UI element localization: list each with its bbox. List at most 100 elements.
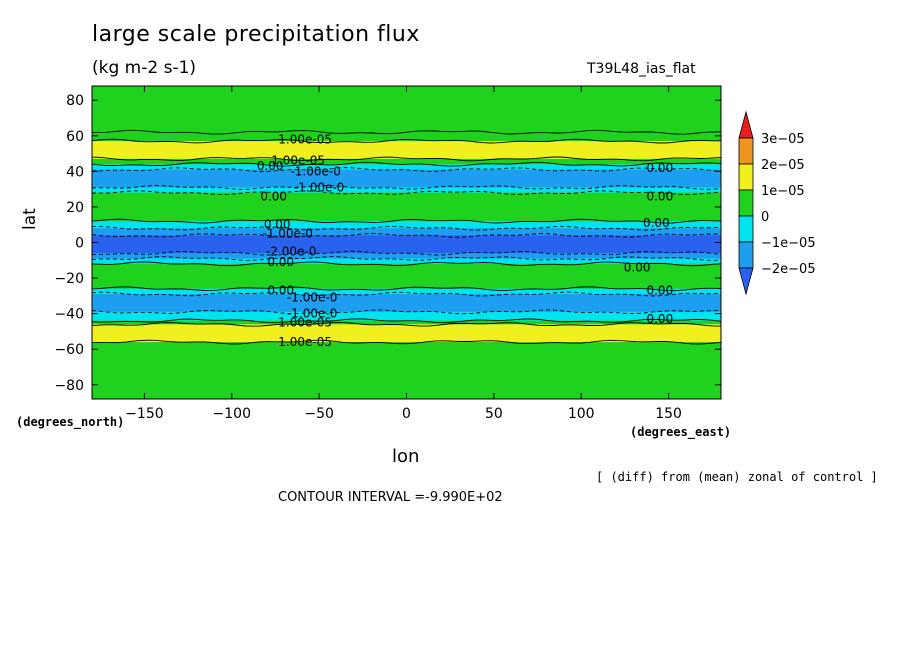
x-tick-label-0: −150 (125, 406, 163, 422)
color-band-4 (92, 164, 721, 171)
contour-line-10 (92, 250, 721, 256)
color-band-6 (92, 187, 721, 194)
y-axis-label: lat (20, 208, 40, 230)
x-tick-label-6: 150 (655, 406, 682, 422)
color-band-16 (92, 311, 721, 322)
color-band-17 (92, 320, 721, 325)
colorbar-label-5: −2e−05 (761, 262, 816, 277)
contour-label-16: 0.00 (646, 189, 673, 203)
colorbar-segment-4 (738, 241, 754, 269)
y-tick-label-5: −20 (54, 271, 84, 287)
x-tick-label-2: −50 (304, 406, 334, 422)
contour-label-18: 0.00 (624, 260, 651, 274)
contour-line-16 (92, 318, 721, 324)
contour-lines (92, 129, 721, 345)
contour-label-4: -1.00e-0 (294, 180, 344, 194)
contour-line-13 (92, 286, 721, 292)
contour-label-15: 0.00 (646, 161, 673, 175)
contour-line-5 (92, 185, 721, 190)
y-tick-label-3: 20 (66, 200, 84, 216)
color-band-18 (92, 324, 721, 343)
x-tick-label-1: −100 (213, 406, 251, 422)
contour-label-2: 0.00 (257, 159, 284, 173)
contour-label-8: -2.00e-0 (266, 244, 316, 258)
contour-label-17: 0.00 (643, 216, 670, 230)
contour-line-11 (92, 256, 721, 261)
color-band-9 (92, 228, 721, 236)
contour-line-4 (92, 167, 721, 172)
contour-line-17 (92, 321, 721, 327)
contour-line-15 (92, 309, 721, 315)
y-axis-ticks: 80 60 40 20 0 −20 −40 −60 −80 (54, 93, 721, 394)
contour-label-7: -1.00e-0 (262, 227, 312, 241)
x-axis-units: (degrees_east) (630, 425, 732, 439)
chart-units: (kg m-2 s-1) (92, 58, 197, 78)
colorbar-label-1: 2e−05 (761, 158, 805, 173)
colorbar-label-3: 0 (761, 210, 769, 225)
colorbar-label-0: 3e−05 (761, 132, 805, 147)
contour-label-1: 1.00e-05 (271, 154, 325, 168)
contour-line-2 (92, 156, 721, 162)
color-band-15 (92, 294, 721, 313)
colorbar-segment-2 (738, 189, 754, 217)
x-tick-label-3: 0 (402, 406, 411, 422)
y-tick-label-0: 80 (66, 93, 84, 109)
y-axis-units: (degrees_north) (16, 415, 125, 429)
color-band-2 (92, 141, 721, 160)
contour-label-14: 1.00e-05 (278, 335, 332, 349)
contour-line-3 (92, 161, 721, 167)
contour-line-9 (92, 233, 721, 238)
color-band-11 (92, 253, 721, 260)
color-band-13 (92, 263, 721, 290)
colorbar-bottom-arrow (738, 267, 754, 296)
color-band-0 (92, 86, 721, 133)
contour-line-7 (92, 218, 721, 224)
x-axis-label: lon (392, 446, 420, 467)
chart-title: large scale precipitation flux (92, 22, 420, 47)
contour-label-6: 0.00 (264, 218, 291, 232)
contour-label-9: 0.00 (267, 255, 294, 269)
colorbar-segment-0 (738, 137, 754, 165)
y-tick-label-6: −40 (54, 307, 84, 323)
contour-line-18 (92, 339, 721, 345)
contour-label-5: 0.00 (260, 189, 287, 203)
y-tick-label-1: 60 (66, 129, 84, 145)
color-band-5 (92, 169, 721, 188)
contour-line-12 (92, 261, 721, 267)
run-id-label: T39L48_ias_flat (587, 61, 696, 77)
color-band-1 (92, 132, 721, 142)
contour-label-12: -1.00e-0 (287, 307, 337, 321)
contour-label-11: -1.00e-0 (287, 291, 337, 305)
y-tick-label-4: 0 (75, 236, 84, 252)
colorbar-segment-3 (738, 215, 754, 243)
contour-labels: 1.00e-051.00e-050.00 -1.00e-0-1.00e-00.00… (257, 132, 673, 349)
contour-label-3: -1.00e-0 (290, 164, 340, 178)
colorbar-segment-1 (738, 163, 754, 191)
y-tick-label-2: 40 (66, 164, 84, 180)
diff-note: [ (diff) from (mean) zonal of control ] (596, 470, 878, 484)
contour-line-6 (92, 190, 721, 196)
contour-line-0 (92, 129, 721, 135)
contour-line-8 (92, 225, 721, 231)
color-band-19 (92, 342, 721, 399)
x-tick-label-5: 100 (568, 406, 595, 422)
colorbar-label-2: 1e−05 (761, 184, 805, 199)
contour-interval-label: CONTOUR INTERVAL =-9.990E+02 (278, 490, 503, 505)
colorbar: 3e−05 2e−05 1e−05 0 −1e−05 −2e−05 (738, 110, 816, 296)
color-band-12 (92, 258, 721, 265)
color-band-8 (92, 221, 721, 229)
contour-line-1 (92, 138, 721, 144)
contour-label-0: 1.00e-05 (278, 132, 332, 146)
contour-line-14 (92, 291, 721, 297)
y-tick-label-8: −80 (54, 378, 84, 394)
y-tick-label-7: −60 (54, 342, 84, 358)
color-band-10 (92, 235, 721, 254)
colorbar-top-arrow (738, 110, 754, 139)
contour-label-10: 0.00 (267, 284, 294, 298)
colorbar-label-4: −1e−05 (761, 236, 816, 251)
contour-label-13: 1.00e-05 (278, 316, 332, 330)
color-band-3 (92, 158, 721, 165)
color-bands (92, 86, 721, 399)
contour-label-20: 0.00 (646, 312, 673, 326)
